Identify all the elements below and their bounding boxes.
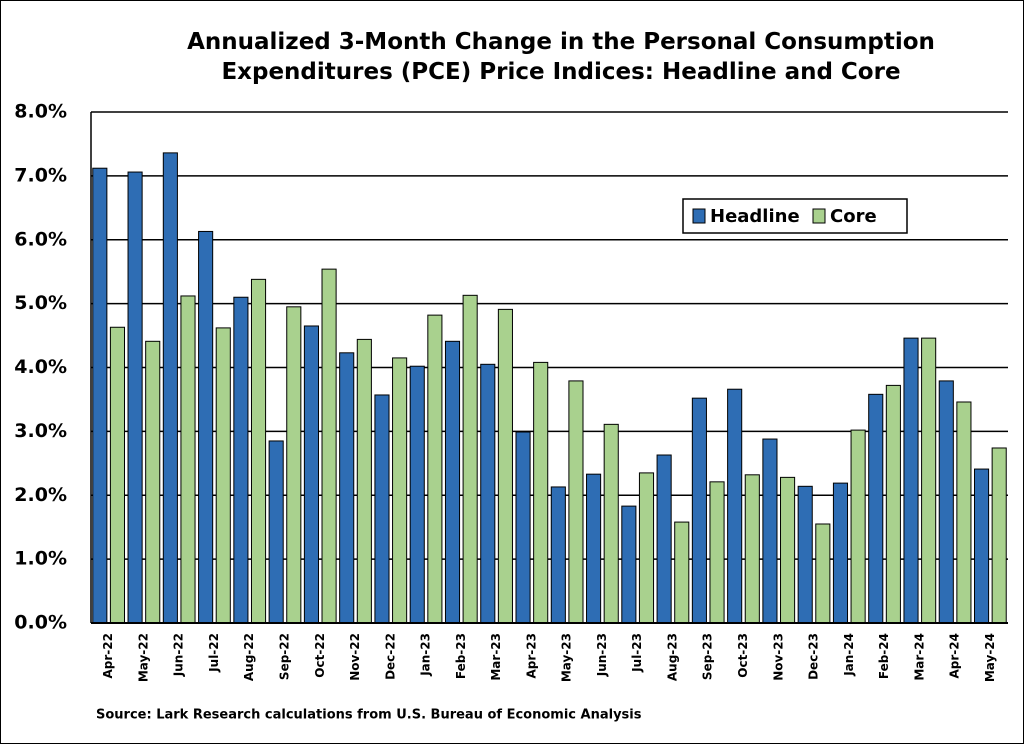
legend-label: Headline <box>710 206 800 227</box>
x-tick-label: Oct-22 <box>313 633 327 678</box>
bar <box>497 308 513 624</box>
x-tick-label: May-24 <box>983 633 997 682</box>
bar <box>356 338 372 624</box>
legend-box <box>682 198 908 234</box>
legend-label: Core <box>830 206 877 227</box>
y-tick-label: 6.0% <box>14 228 67 250</box>
x-tick-label: Apr-22 <box>101 633 115 678</box>
bar <box>709 481 725 624</box>
x-tick-label: Feb-24 <box>877 633 891 679</box>
bar <box>92 167 108 624</box>
bar <box>885 384 901 624</box>
bar <box>938 380 954 624</box>
x-tick-label: Apr-23 <box>524 633 538 678</box>
bar <box>568 380 584 624</box>
bar <box>921 337 937 624</box>
bar <box>480 363 496 624</box>
bar <box>903 337 919 624</box>
bar <box>973 468 990 624</box>
chart-title: Annualized 3-Month Change in the Persona… <box>187 29 935 85</box>
bar <box>621 505 637 624</box>
bar <box>339 352 355 624</box>
bar <box>656 454 672 624</box>
bar <box>744 474 760 624</box>
bar <box>303 325 319 624</box>
bar <box>991 447 1007 624</box>
bar <box>691 397 707 624</box>
x-tick-label: Jul-22 <box>207 633 221 673</box>
bar <box>145 340 161 624</box>
x-tick-label: Mar-24 <box>912 633 926 681</box>
bar <box>780 476 796 624</box>
y-tick-label: 4.0% <box>14 356 67 378</box>
bar <box>638 472 655 624</box>
bar <box>832 482 849 624</box>
x-tick-label: Jan-24 <box>842 633 856 677</box>
bar <box>515 431 531 624</box>
x-tick-label: Aug-22 <box>242 633 256 681</box>
x-tick-label: Nov-23 <box>771 633 785 681</box>
bar <box>850 429 866 624</box>
bar <box>868 393 884 624</box>
x-tick-label: Dec-23 <box>807 633 821 680</box>
x-tick-label: Sep-22 <box>277 633 291 680</box>
x-tick-label: Jan-23 <box>419 633 433 677</box>
x-tick-label: May-23 <box>560 633 574 682</box>
bar <box>727 388 743 624</box>
bar <box>462 294 478 624</box>
bar <box>268 440 284 624</box>
bar <box>215 327 231 624</box>
bar <box>233 296 249 624</box>
x-tick-label: Dec-22 <box>383 633 397 680</box>
legend-swatch <box>692 208 706 224</box>
x-tick-label: May-22 <box>136 633 150 682</box>
bar <box>374 394 390 624</box>
x-tick-label: Oct-23 <box>736 633 750 678</box>
y-tick-label: 1.0% <box>14 548 67 570</box>
bar <box>674 521 690 624</box>
bar <box>162 152 178 624</box>
bar <box>392 357 408 624</box>
y-tick-label: 5.0% <box>14 292 67 314</box>
bar <box>409 365 425 624</box>
bar <box>427 314 443 624</box>
x-tick-label: Feb-23 <box>454 633 468 679</box>
y-tick-label: 2.0% <box>14 484 67 506</box>
bar <box>815 523 831 624</box>
bar <box>533 361 549 624</box>
bar <box>603 423 619 624</box>
bar <box>198 230 214 624</box>
x-tick-label: Sep-23 <box>701 633 715 680</box>
x-tick-label: Apr-24 <box>948 633 962 678</box>
bar <box>180 295 196 624</box>
bar <box>109 326 126 624</box>
y-tick-label: 8.0% <box>14 101 67 123</box>
y-tick-label: 7.0% <box>14 164 67 186</box>
source-note: Source: Lark Research calculations from … <box>96 708 642 723</box>
x-tick-label: Jun-22 <box>172 633 186 677</box>
y-tick-label: 3.0% <box>14 420 67 442</box>
bar <box>586 473 602 624</box>
bar <box>286 306 302 624</box>
bar <box>762 438 778 624</box>
legend-swatch <box>812 208 826 224</box>
x-tick-label: Jun-23 <box>595 633 609 677</box>
bar <box>127 171 143 624</box>
y-tick-label: 0.0% <box>14 612 67 634</box>
bar <box>797 485 813 624</box>
bar <box>321 268 337 624</box>
bar <box>444 340 461 624</box>
bar <box>250 278 267 624</box>
x-tick-label: Nov-22 <box>348 633 362 681</box>
x-tick-label: Mar-23 <box>489 633 503 681</box>
bar <box>550 486 566 624</box>
bar <box>956 401 972 624</box>
x-tick-label: Jul-23 <box>630 633 644 673</box>
x-tick-label: Aug-23 <box>665 633 679 681</box>
